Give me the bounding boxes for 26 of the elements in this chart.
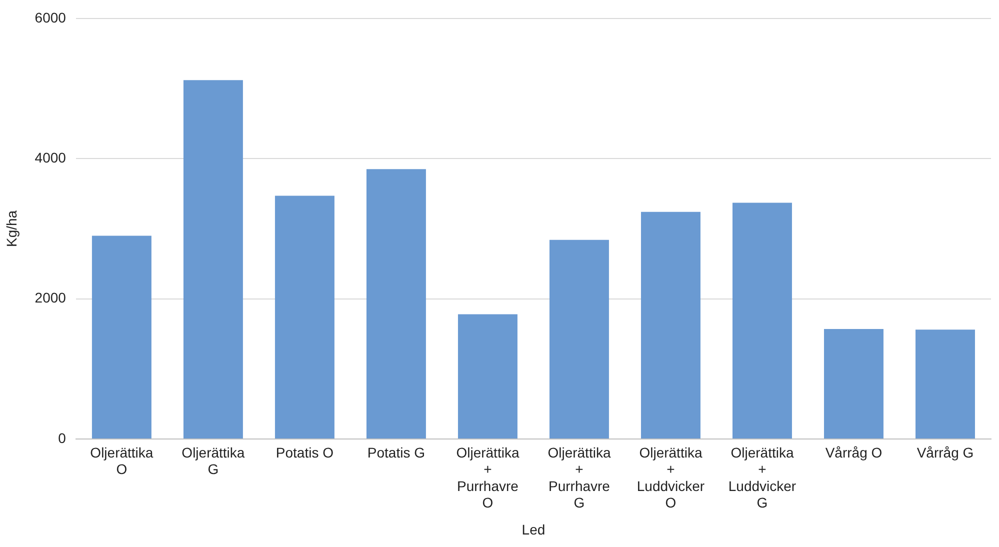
y-axis-title: Kg/ha (3, 210, 20, 247)
x-tick-label: Potatis G (367, 444, 426, 460)
bar (458, 314, 518, 438)
x-tick-label: Potatis O (276, 444, 334, 460)
x-axis-title: Led (522, 521, 546, 538)
x-tick-label: Oljerättika + Luddvicker G (728, 444, 796, 511)
x-tick-label: Oljerättika + Purrhavre O (456, 444, 520, 511)
y-tick-label: 2000 (34, 290, 66, 306)
y-tick-label: 6000 (34, 9, 66, 26)
x-tick-label: Oljerättika + Luddvicker O (636, 444, 705, 511)
bar (92, 236, 152, 438)
bar (640, 212, 700, 438)
bar (732, 202, 792, 438)
bar (183, 80, 243, 438)
bar (549, 240, 609, 438)
x-tick-label: Vårråg O (825, 444, 882, 460)
x-tick-label: Oljerättika G (182, 444, 245, 478)
y-tick-label: 0 (58, 430, 66, 446)
bar (824, 328, 884, 438)
x-tick-label: Vårråg G (916, 444, 974, 460)
y-tick-label: 4000 (34, 149, 66, 166)
x-tick-label: Oljerättika + Purrhavre G (548, 444, 611, 511)
bar (366, 169, 426, 438)
x-tick-label: Oljerättika O (90, 444, 154, 478)
bar (274, 196, 334, 438)
bar (916, 330, 975, 438)
